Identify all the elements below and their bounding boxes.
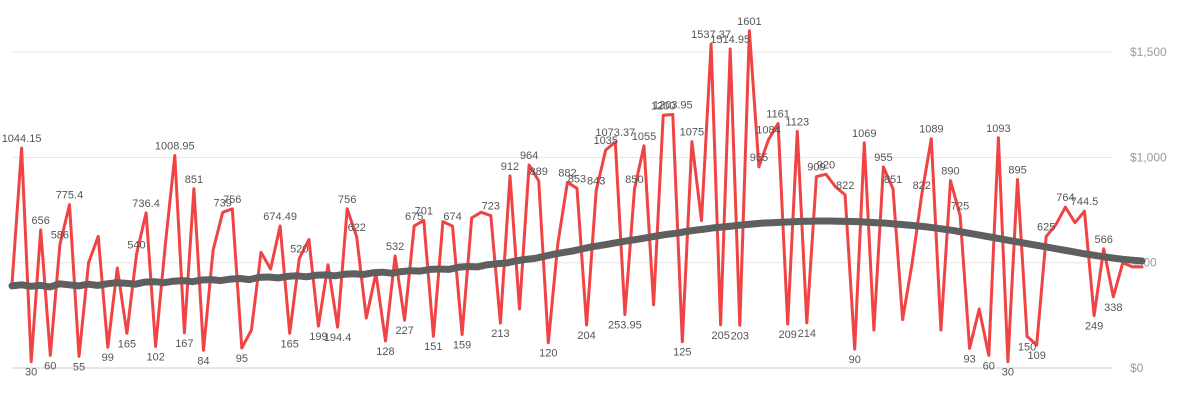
data-label: 1084 <box>756 125 780 137</box>
series-group <box>8 29 1146 364</box>
data-label: 843 <box>587 175 605 187</box>
data-label: 1161 <box>766 109 790 121</box>
data-label: 853 <box>568 173 586 185</box>
data-label: 1069 <box>852 128 876 140</box>
data-label: 736.4 <box>132 198 160 210</box>
data-label: 723 <box>482 201 500 213</box>
data-label: 1514.95 <box>710 34 750 46</box>
series-line-1 <box>8 217 1146 291</box>
data-label: 150 <box>1018 341 1036 353</box>
data-label: 102 <box>146 352 164 364</box>
data-label: 249 <box>1085 321 1103 333</box>
data-label: 1089 <box>919 124 943 136</box>
data-label: 338 <box>1104 302 1122 314</box>
gridlines <box>12 51 1112 369</box>
data-label: 851 <box>185 174 203 186</box>
data-label: 851 <box>884 174 902 186</box>
data-label: 764 <box>1056 192 1074 204</box>
data-label: 84 <box>197 355 209 367</box>
data-label: 30 <box>25 367 37 379</box>
data-label: 1123 <box>785 117 809 129</box>
data-label: 1537.37 <box>691 29 731 41</box>
data-label: 95 <box>236 353 248 365</box>
data-label: 725 <box>951 200 969 212</box>
data-label: 1203.95 <box>653 99 693 111</box>
y-tick-label: $1,500 <box>1130 45 1167 59</box>
data-label: 674.49 <box>263 211 297 223</box>
data-label: 55 <box>73 361 85 373</box>
data-labels: 1044.15 30 656 60 586 775.4 55 99 165 540 736.4 102… <box>2 16 1123 379</box>
data-label: 756 <box>223 194 241 206</box>
data-label: 214 <box>798 328 816 340</box>
data-label: 60 <box>983 360 995 372</box>
data-label: 822 <box>913 180 931 192</box>
data-label: 675 <box>405 211 423 223</box>
data-label: 920 <box>817 159 835 171</box>
data-label: 739 <box>213 197 231 209</box>
data-label: 775.4 <box>56 190 84 202</box>
data-label: 194.4 <box>324 332 352 344</box>
data-label: 90 <box>849 354 861 366</box>
data-label: 889 <box>530 166 548 178</box>
data-label: 625 <box>1037 221 1055 233</box>
data-label: 744.5 <box>1071 196 1099 208</box>
data-label: 1093 <box>986 123 1010 135</box>
data-label: 532 <box>386 241 404 253</box>
data-label: 520 <box>290 243 308 255</box>
data-label: 1055 <box>632 131 656 143</box>
data-label: 756 <box>338 194 356 206</box>
data-label: 1008.95 <box>155 141 195 153</box>
data-label: 165 <box>118 338 136 350</box>
data-label: 213 <box>491 328 509 340</box>
data-label: 125 <box>673 347 691 359</box>
y-tick-label: $1,000 <box>1130 150 1167 164</box>
series-line-0 <box>10 29 1144 364</box>
data-label: 204 <box>577 330 595 342</box>
data-label: 120 <box>539 348 557 360</box>
data-label: 912 <box>501 161 519 173</box>
y-tick-label: $0 <box>1130 361 1144 375</box>
data-label: 1073.37 <box>595 127 635 139</box>
data-label: 909 <box>807 162 825 174</box>
data-label: 964 <box>520 150 538 162</box>
data-label: 540 <box>127 239 145 251</box>
data-label: 1200 <box>651 100 675 112</box>
data-label: 882 <box>558 167 576 179</box>
data-label: 955 <box>750 152 768 164</box>
data-label: 227 <box>395 325 413 337</box>
data-label: 895 <box>1008 165 1026 177</box>
data-label: 99 <box>102 352 114 364</box>
data-label: 151 <box>424 341 442 353</box>
data-label: 203 <box>731 330 749 342</box>
data-label: 93 <box>964 353 976 365</box>
data-label: 205 <box>711 330 729 342</box>
data-label: 1035 <box>593 135 617 147</box>
data-label: 701 <box>415 205 433 217</box>
data-label: 159 <box>453 340 471 352</box>
data-label: 199 <box>309 331 327 343</box>
data-label: 167 <box>175 338 193 350</box>
data-label: 165 <box>281 338 299 350</box>
data-label: 1044.15 <box>2 133 42 145</box>
data-label: 674 <box>443 211 461 223</box>
data-label: 30 <box>1002 367 1014 379</box>
data-label: 128 <box>376 346 394 358</box>
data-label: 60 <box>44 360 56 372</box>
data-label: 822 <box>836 180 854 192</box>
data-label: 890 <box>941 166 959 178</box>
data-label: 1601 <box>737 16 761 28</box>
data-label: 566 <box>1095 234 1113 246</box>
data-label: 850 <box>625 174 643 186</box>
data-label: 586 <box>51 230 69 242</box>
data-label: 1075 <box>680 127 704 139</box>
data-label: 622 <box>348 222 366 234</box>
y-axis-ticks: $0$500$1,000$1,500 <box>1130 45 1167 375</box>
data-label: 656 <box>32 215 50 227</box>
data-label: 109 <box>1027 350 1045 362</box>
data-label: 209 <box>778 329 796 341</box>
data-label: 253.95 <box>608 320 642 332</box>
data-label: 955 <box>874 152 892 164</box>
